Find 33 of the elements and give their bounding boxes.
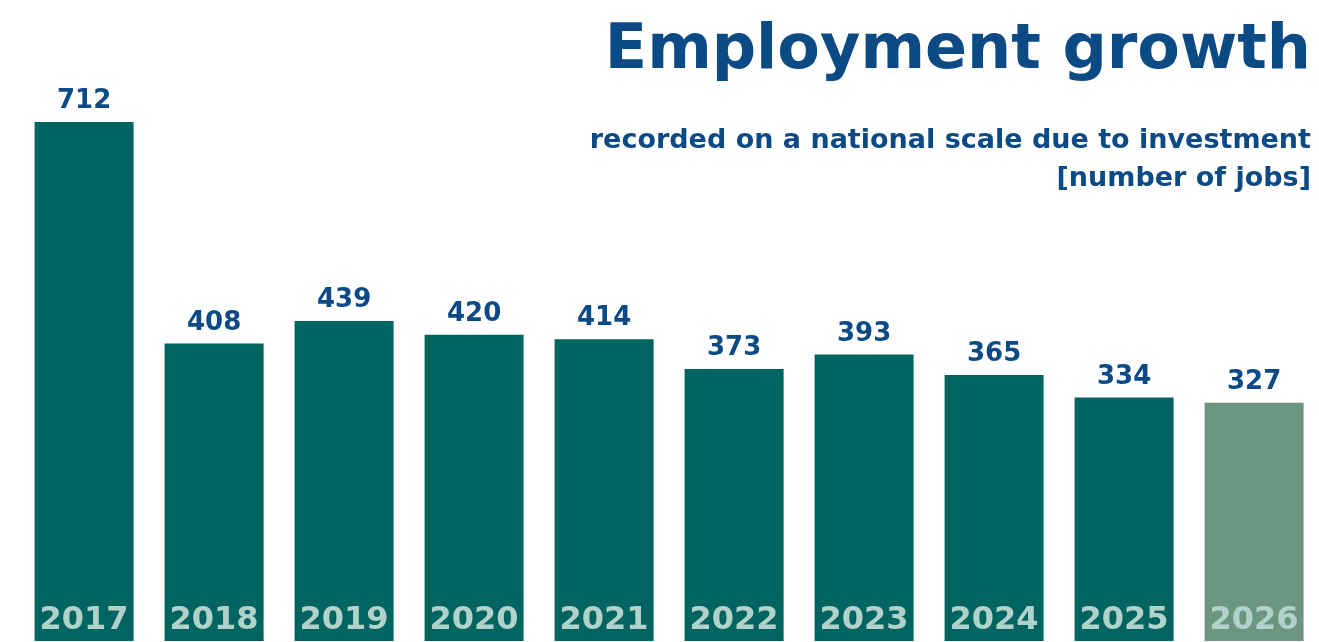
- bar: [814, 354, 914, 641]
- chart-subtitle: recorded on a national scale due to investment: [589, 122, 1311, 156]
- x-tick-label: 2021: [559, 599, 649, 637]
- x-tick-label: 2025: [1079, 599, 1169, 637]
- x-tick-label: 2026: [1209, 599, 1299, 637]
- chart-title: Employment growth: [603, 9, 1311, 85]
- data-label: 334: [1096, 359, 1152, 390]
- data-label: 327: [1226, 364, 1282, 395]
- data-label: 365: [966, 336, 1022, 367]
- x-tick-label: 2022: [689, 599, 779, 637]
- bar: [424, 334, 524, 641]
- bar: [944, 374, 1044, 641]
- bar: [554, 339, 654, 641]
- data-label: 373: [706, 331, 762, 362]
- x-tick-label: 2024: [949, 599, 1039, 637]
- data-label: 420: [446, 296, 502, 327]
- bar: [1204, 402, 1304, 641]
- bar: [294, 320, 394, 641]
- data-label: 712: [56, 83, 112, 114]
- y-axis-title: [number of jobs]: [1055, 160, 1311, 194]
- bar: [684, 369, 784, 641]
- bar: [1074, 397, 1174, 641]
- data-label: 439: [316, 282, 372, 313]
- data-label: 408: [186, 305, 242, 336]
- bar: [34, 121, 134, 641]
- data-label: 393: [836, 316, 892, 347]
- bar: [164, 343, 264, 641]
- x-tick-label: 2019: [299, 599, 389, 637]
- x-tick-label: 2017: [39, 599, 129, 637]
- data-label: 414: [576, 301, 632, 332]
- x-tick-label: 2018: [169, 599, 259, 637]
- x-tick-label: 2020: [429, 599, 519, 637]
- x-tick-label: 2023: [819, 599, 909, 637]
